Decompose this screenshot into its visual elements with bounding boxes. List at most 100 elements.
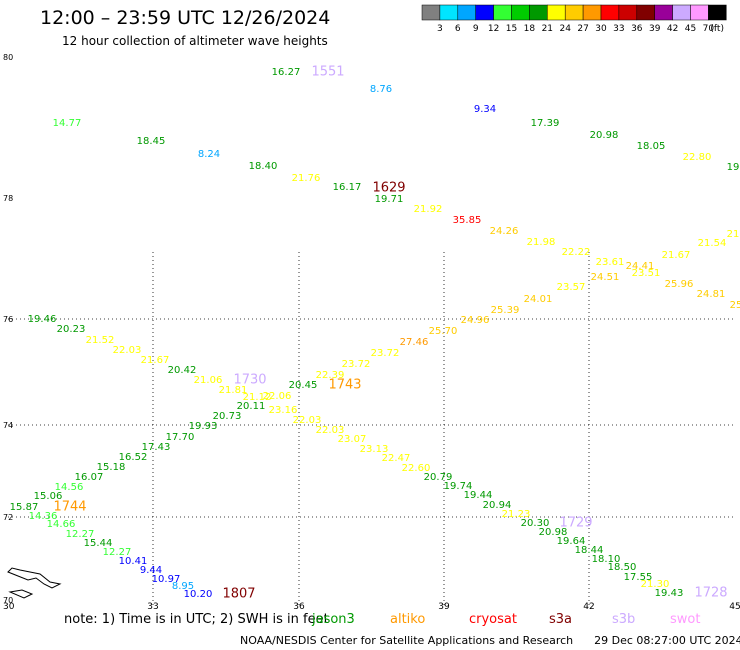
legend-tick-label: 39 [649,24,661,34]
wave-height-label: 20.23 [57,324,86,335]
wave-height-label: 14.36 [29,511,58,522]
footer-timestamp: 29 Dec 08:27:00 UTC 2024 [594,634,740,647]
pass-time-label: 1743 [328,378,361,393]
wave-height-label: 15.87 [10,502,39,513]
wave-height-label: 12.27 [103,547,132,558]
wave-height-label: 16.17 [333,182,362,193]
page-title: 12:00 – 23:59 UTC 12/26/2024 [40,7,331,29]
mission-altiko: altiko [390,612,426,627]
wave-height-label: 23.72 [371,348,400,359]
latitude-label: 78 [3,194,13,203]
wave-height-label: 22.60 [402,463,431,474]
wave-height-label: 23.16 [269,405,298,416]
wave-height-label: 10.97 [152,574,181,585]
wave-height-label: 23.51 [632,268,661,279]
wave-height-label: 22.03 [293,415,322,426]
legend-swatch [708,4,727,21]
pass-time-label: 1744 [53,500,86,515]
note-row: note: 1) Time is in UTC; 2) SWH is in fe… [0,612,740,630]
wave-height-label: 14.77 [53,118,82,129]
legend-tick-label: 6 [455,24,461,34]
legend-tick-label: 33 [613,24,624,34]
wave-height-label: 19 [727,162,740,173]
wave-height-label: 24.96 [461,315,490,326]
wave-height-label: 20.45 [289,380,318,391]
wave-height-label: 24.51 [591,272,620,283]
wave-height-label: 20.98 [539,527,568,538]
coastline [7,567,62,599]
wave-height-label: 15.18 [97,462,126,473]
wave-height-label: 16.07 [75,472,104,483]
pass-time-label: 1807 [222,587,255,602]
wave-height-label: 27.46 [400,337,429,348]
legend-tick-label: 36 [631,24,643,34]
longitude-label: 39 [438,602,450,612]
longitude-label: 42 [583,602,594,612]
wave-height-label: 10.41 [119,556,148,567]
wave-height-label: 24.26 [490,226,519,237]
longitude-label: 30 [3,602,15,612]
wave-height-label: 8.24 [198,149,220,160]
longitude-label: 36 [293,602,305,612]
wave-height-label: 16.27 [272,67,301,78]
wave-height-label: 20.94 [483,500,512,511]
wave-height-label: 21.98 [527,237,556,248]
longitude-label: 33 [147,602,158,612]
wave-height-label: 22.03 [113,345,142,356]
wave-height-label: 21.23 [502,509,531,520]
wave-height-label: 18.45 [137,136,166,147]
wave-height-label: 16.52 [119,452,148,463]
note-text: note: 1) Time is in UTC; 2) SWH is in fe… [64,612,329,627]
latitude-label: 76 [3,315,13,324]
wave-height-label: 21.76 [292,173,321,184]
wave-height-label: 35.85 [453,215,482,226]
wave-height-label: 8.95 [172,581,194,592]
wave-height-label: 21.67 [662,250,691,261]
wave-height-label: 19.74 [444,481,473,492]
legend-tick-label: 15 [506,24,517,34]
wave-height-label: 24.01 [524,294,553,305]
wave-height-label: 18.10 [592,554,621,565]
page-subtitle: 12 hour collection of altimeter wave hei… [62,34,328,48]
footer: NOAA/NESDIS Center for Satellite Applica… [240,634,740,647]
wave-height-label: 15.06 [34,491,63,502]
wave-height-label: 19.43 [655,588,684,599]
mission-s3b: s3b [612,612,636,627]
wave-height-label: 24.81 [697,289,726,300]
wave-height-label: 18.05 [637,141,666,152]
wave-height-label: 21.81 [219,385,248,396]
wave-height-label: 25.96 [665,279,694,290]
wave-height-label: 25.70 [429,326,458,337]
wave-height-label: 21.54 [698,238,727,249]
legend-tick-label: 24 [559,24,571,34]
mission-cryosat: cryosat [469,612,517,627]
wave-height-label: 19.46 [28,314,57,325]
latitude-label: 80 [3,53,13,62]
legend-tick-label: 70 [703,24,715,34]
wave-height-label: 23.72 [342,359,371,370]
wave-height-label: 21.06 [194,375,223,386]
color-legend: 3 6 9 12 15 18 21 24 27 30 33 36 39 42 45 70(ft) [421,4,727,34]
wave-height-label: 21.12 [243,392,272,403]
wave-height-label: 22.22 [562,247,591,258]
wave-height-label: 21.92 [414,204,443,215]
wave-height-label: 22.47 [382,453,411,464]
wave-height-label: 20.98 [590,130,619,141]
wave-height-label: 25 [730,300,740,311]
pass-time-label: 1629 [372,181,405,196]
wave-height-label: 12.27 [66,529,95,540]
wave-height-label: 22.06 [263,391,292,402]
wave-height-label: 21.67 [141,355,170,366]
pass-time-label: 1729 [559,516,592,531]
wave-height-label: 17.39 [531,118,560,129]
wave-height-label: 22.39 [316,370,345,381]
wave-height-label: 17.70 [166,432,195,443]
legend-tick-label: 3 [437,24,443,34]
legend-tick-label: 21 [542,24,553,34]
wave-height-label: 17.43 [142,442,171,453]
wave-height-label: 20.30 [521,518,550,529]
wave-height-label: 9.34 [474,104,496,115]
wave-height-label: 18.40 [249,161,278,172]
wave-height-label: 23.13 [360,444,389,455]
